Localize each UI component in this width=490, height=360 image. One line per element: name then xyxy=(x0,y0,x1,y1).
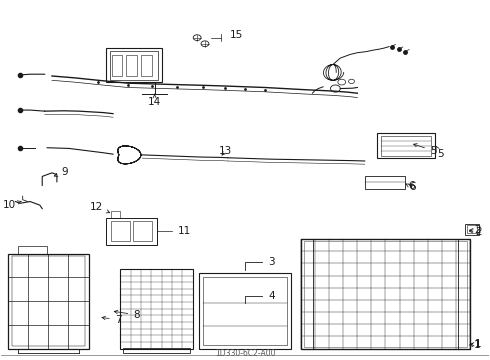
Bar xyxy=(203,277,287,345)
Text: 15: 15 xyxy=(229,31,243,40)
Bar xyxy=(304,241,467,347)
Bar xyxy=(18,246,47,253)
Bar xyxy=(133,221,152,241)
Text: 5: 5 xyxy=(436,146,444,159)
Text: 11: 11 xyxy=(177,226,191,236)
Bar xyxy=(198,273,292,348)
Text: 5: 5 xyxy=(414,144,437,156)
Bar xyxy=(465,224,479,234)
Text: 3: 3 xyxy=(269,257,275,267)
Text: 1: 1 xyxy=(469,340,480,350)
Bar xyxy=(12,256,85,346)
Bar xyxy=(301,239,314,348)
Bar xyxy=(126,55,137,76)
Bar xyxy=(106,48,162,82)
Bar xyxy=(467,225,477,233)
Bar xyxy=(8,253,89,348)
Text: 10: 10 xyxy=(3,200,22,210)
Text: 1D330-6C2-A00: 1D330-6C2-A00 xyxy=(215,349,275,358)
Bar xyxy=(110,51,158,80)
Text: 6: 6 xyxy=(406,182,416,192)
Text: 8: 8 xyxy=(114,310,140,320)
Text: 6: 6 xyxy=(408,181,415,191)
Text: 14: 14 xyxy=(148,94,161,107)
Text: 1: 1 xyxy=(470,339,482,349)
Bar xyxy=(111,221,130,241)
Text: 9: 9 xyxy=(54,167,68,177)
Text: 13: 13 xyxy=(219,146,232,156)
Bar xyxy=(365,176,405,189)
Bar xyxy=(301,239,470,348)
Text: 2: 2 xyxy=(469,227,482,237)
Bar xyxy=(112,55,122,76)
Text: 4: 4 xyxy=(269,291,275,301)
Bar xyxy=(381,135,431,156)
Bar xyxy=(377,133,435,158)
Bar xyxy=(106,218,157,244)
Bar xyxy=(141,55,152,76)
Bar xyxy=(111,211,121,218)
Text: 7: 7 xyxy=(102,315,121,325)
Bar xyxy=(458,239,470,348)
Text: 2: 2 xyxy=(469,225,480,235)
Text: 12: 12 xyxy=(89,202,110,213)
Bar xyxy=(121,269,193,348)
Bar xyxy=(123,348,190,353)
